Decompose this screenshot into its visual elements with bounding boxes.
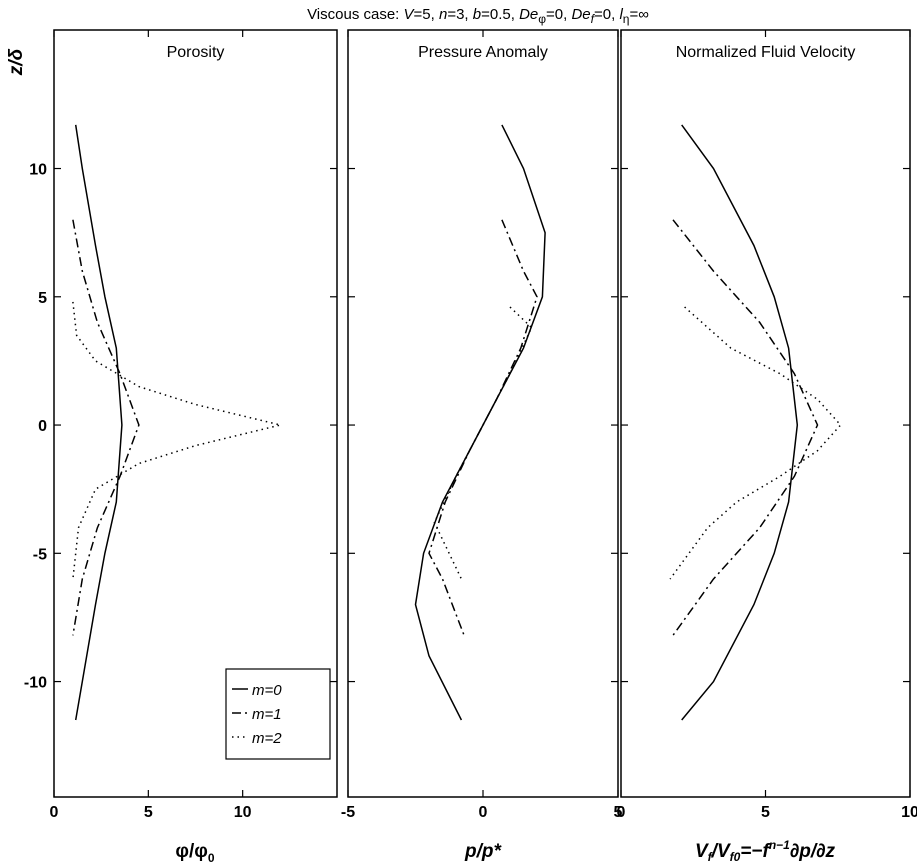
series-line	[74, 124, 123, 721]
legend-box	[225, 668, 331, 760]
series-line	[433, 306, 533, 580]
x-tick-label: 0	[50, 804, 59, 821]
x-axis-label: Vf/Vf0=−fn−1∂p/∂z	[695, 838, 836, 864]
x-axis-label: φ/φ0	[175, 841, 214, 865]
panel-title: Pressure Anomaly	[418, 44, 548, 61]
y-tick-label: 5	[38, 290, 47, 307]
x-tick-label: 0	[479, 804, 488, 821]
legend-label: m=2	[252, 730, 282, 747]
x-tick-label: 0	[617, 804, 626, 821]
plot-frame	[347, 29, 619, 798]
plot-frame	[620, 29, 911, 798]
x-axis-label: p/p*	[464, 841, 502, 862]
y-axis-label: z/δ	[6, 48, 27, 76]
series-line	[72, 219, 140, 636]
series-line	[72, 301, 281, 580]
x-tick-label: 5	[144, 804, 153, 821]
legend-label: m=0	[252, 682, 282, 699]
series-line	[681, 124, 799, 721]
plot-frame	[53, 29, 338, 798]
x-tick-label: 10	[234, 804, 252, 821]
x-tick-label: 5	[761, 804, 770, 821]
x-tick-label: 10	[901, 804, 917, 821]
series-line	[428, 219, 538, 636]
y-tick-label: 0	[38, 418, 47, 435]
panel-title: Porosity	[167, 44, 225, 61]
y-tick-label: 10	[29, 162, 47, 179]
x-tick-label: 5	[614, 804, 623, 821]
series-line	[669, 306, 842, 580]
legend-label: m=1	[252, 706, 282, 723]
panel-title: Normalized Fluid Velocity	[676, 44, 856, 61]
x-tick-label: -5	[341, 804, 355, 821]
series-line	[672, 219, 819, 636]
y-tick-label: -10	[24, 675, 47, 692]
y-tick-label: -5	[33, 546, 47, 563]
series-line	[414, 124, 546, 721]
figure-title: Viscous case: V=5, n=3, b=0.5, Deφ=0, De…	[307, 6, 649, 26]
